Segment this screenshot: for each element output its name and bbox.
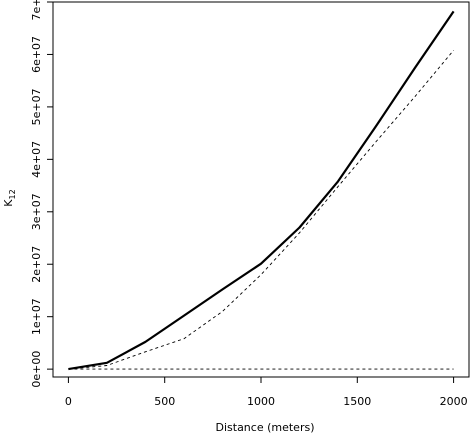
y-tick-label: 6e+07 bbox=[30, 36, 43, 73]
x-tick-label: 500 bbox=[154, 395, 175, 408]
y-tick-label: 4e+07 bbox=[30, 141, 43, 178]
y-axis: 0e+00 1e+07 2e+07 3e+07 4e+07 5e+07 6e+07 7e+07 bbox=[30, 0, 53, 388]
plot-frame bbox=[52, 1, 470, 378]
y-tick-label: 1e+07 bbox=[30, 298, 43, 335]
y-tick-label: 0e+00 bbox=[30, 351, 43, 388]
x-tick-label: 1500 bbox=[343, 395, 371, 408]
x-axis: 0 500 1000 1500 2000 bbox=[65, 377, 468, 408]
x-axis-label: Distance (meters) bbox=[216, 421, 315, 434]
y-tick-label: 2e+07 bbox=[30, 246, 43, 283]
y-tick-label: 3e+07 bbox=[30, 193, 43, 230]
y-axis-label-subscript: 12 bbox=[8, 189, 17, 199]
x-tick-label: 2000 bbox=[440, 395, 468, 408]
x-tick-label: 1000 bbox=[247, 395, 275, 408]
y-tick-label: 7e+07 bbox=[30, 0, 43, 20]
y-axis-label-main: K bbox=[2, 199, 15, 207]
x-tick-label: 0 bbox=[65, 395, 72, 408]
series-line-1 bbox=[68, 10, 455, 371]
y-tick-label: 5e+07 bbox=[30, 88, 43, 125]
y-axis-label: K12 bbox=[2, 189, 17, 206]
chart-marks bbox=[68, 10, 455, 371]
